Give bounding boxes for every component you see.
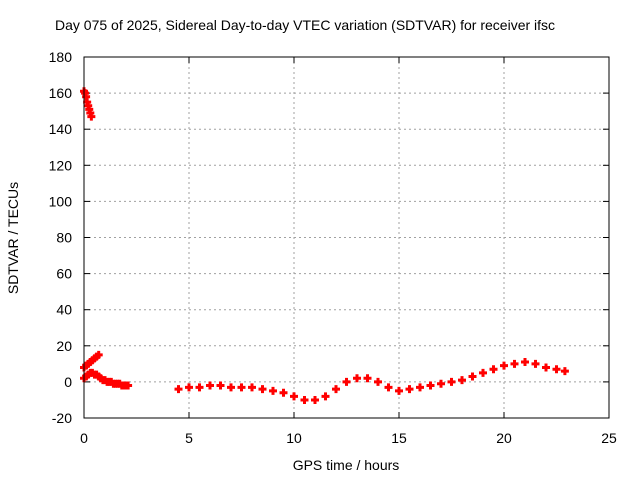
data-point — [353, 374, 361, 383]
data-series — [80, 87, 96, 121]
data-point — [279, 388, 288, 397]
data-point — [531, 359, 540, 368]
data-point — [479, 368, 487, 377]
y-tick-label: 80 — [56, 230, 72, 246]
y-tick-label: 120 — [49, 157, 73, 173]
y-tick-label: 40 — [56, 302, 72, 318]
y-tick-labels: -20 0 20 40 60 80 100 120 140 160 180 — [49, 49, 73, 426]
data-series — [80, 350, 103, 372]
data-point — [510, 359, 519, 368]
y-tick-label: 60 — [56, 266, 72, 282]
data-point — [395, 386, 403, 395]
data-point — [185, 383, 193, 392]
data-point — [206, 381, 214, 390]
data-point — [174, 385, 183, 394]
data-point — [342, 377, 351, 386]
data-point — [237, 383, 246, 392]
grid-lines — [84, 57, 609, 418]
data-point — [124, 381, 133, 390]
y-tick-label: 160 — [49, 85, 73, 101]
data-point — [332, 385, 340, 394]
chart-title: Day 075 of 2025, Sidereal Day-to-day VTE… — [55, 17, 555, 33]
y-tick-label: -20 — [52, 410, 72, 426]
y-tick-label: 0 — [64, 374, 72, 390]
data-point — [426, 381, 435, 390]
data-point — [458, 376, 466, 385]
y-tick-label: 20 — [56, 338, 72, 354]
x-tick-label: 0 — [80, 430, 88, 446]
data-point — [269, 386, 277, 395]
y-tick-label: 100 — [49, 193, 73, 209]
data-point — [321, 392, 330, 401]
y-tick-label: 140 — [49, 121, 73, 137]
x-tick-label: 5 — [185, 430, 193, 446]
x-tick-label: 15 — [391, 430, 407, 446]
data-point — [405, 385, 414, 394]
data-point — [258, 385, 267, 394]
data-point — [468, 372, 477, 381]
data-point — [248, 383, 256, 392]
data-series — [80, 368, 133, 390]
data-point — [447, 377, 456, 386]
data-point — [542, 363, 550, 372]
plot-frame — [83, 56, 610, 419]
data-point — [300, 395, 309, 404]
data-point — [290, 392, 298, 401]
data-point — [363, 374, 372, 383]
data-points — [80, 87, 569, 404]
y-axis-label: SDTVAR / TECUs — [5, 182, 21, 294]
x-tick-label: 25 — [601, 430, 617, 446]
data-point — [489, 365, 498, 374]
y-tick-label: 180 — [49, 49, 73, 65]
x-axis-label: GPS time / hours — [293, 457, 400, 473]
data-series — [174, 358, 569, 404]
data-point — [560, 367, 569, 376]
x-tick-label: 20 — [496, 430, 512, 446]
data-point — [500, 361, 508, 370]
data-point — [374, 377, 382, 386]
data-point — [311, 395, 319, 404]
x-tick-labels: 0 5 10 15 20 25 — [80, 430, 617, 446]
data-point — [437, 379, 445, 388]
data-point — [216, 381, 225, 390]
data-point — [416, 383, 424, 392]
data-point — [384, 383, 393, 392]
x-tick-label: 10 — [286, 430, 302, 446]
data-point — [552, 365, 561, 374]
data-point — [521, 358, 529, 367]
data-point — [87, 112, 96, 121]
data-point — [195, 383, 204, 392]
data-point — [94, 350, 103, 359]
data-point — [227, 383, 235, 392]
